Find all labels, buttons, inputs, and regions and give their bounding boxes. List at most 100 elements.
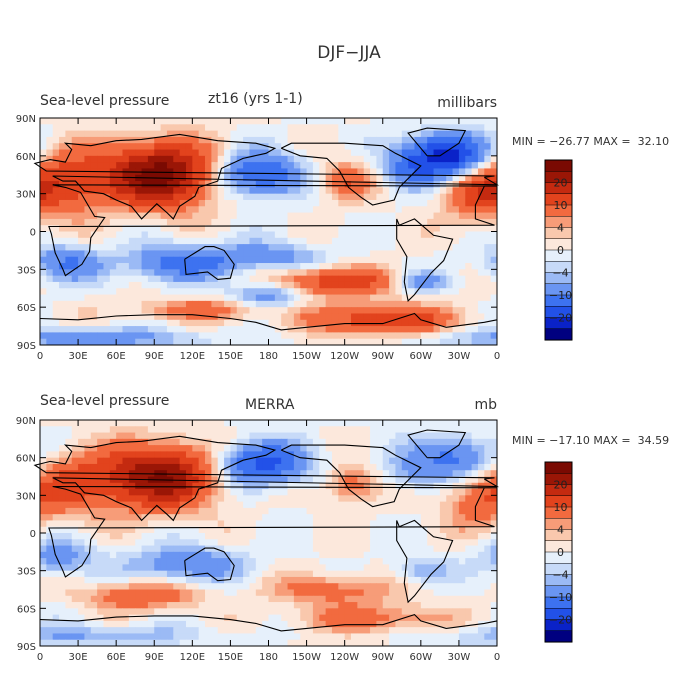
contour-cell [312,124,320,132]
contour-cell [236,187,244,195]
contour-cell [205,294,212,302]
contour-cell [160,199,168,207]
contour-cell [420,155,428,163]
contour-cell [97,193,104,201]
contour-cell [243,250,250,258]
contour-cell [338,319,346,327]
contour-cell [389,319,396,327]
contour-cell [173,294,181,302]
contour-cell [217,231,225,239]
contour-cell [141,231,149,239]
contour-cell [179,326,187,333]
contour-cell [490,263,498,270]
contour-cell [477,193,485,201]
contour-cell [293,256,301,264]
contour-cell [293,288,301,295]
contour-cell [65,199,73,207]
contour-cell [281,231,288,239]
contour-cell [446,551,453,559]
contour-cell [306,420,314,427]
contour-cell [433,193,441,201]
contour-cell [211,576,219,584]
contour-cell [484,218,492,226]
contour-cell [135,489,142,496]
contour-cell [141,576,149,584]
contour-cell [414,589,422,597]
contour-cell [46,256,54,264]
contour-cell [471,275,479,283]
contour-cell [71,583,79,590]
contour-cell [433,136,441,144]
contour-cell [465,244,473,251]
contour-cell [338,470,346,477]
contour-cell [427,539,434,546]
contour-cell [40,526,47,534]
contour-cell [395,558,403,565]
contour-cell [490,288,498,295]
contour-cell [452,162,460,169]
lon-tick-label: 60E [107,351,126,362]
contour-cell [484,332,492,340]
contour-cell [166,564,174,572]
contour-cell [243,231,250,239]
contour-cell [217,294,225,302]
contour-cell [382,482,390,490]
contour-cell [166,332,174,340]
contour-cell [338,300,346,308]
contour-cell [192,438,200,446]
contour-cell [338,482,346,490]
contour-cell [319,332,327,340]
contour-cell [306,526,314,534]
contour-cell [274,608,282,616]
contour-cell [325,476,333,484]
contour-cell [465,526,473,534]
contour-cell [52,526,60,534]
contour-cell [325,501,333,509]
contour-cell [319,507,327,515]
contour-cell [458,162,466,169]
contour-cell [458,275,466,283]
contour-cell [401,602,409,609]
contour-cell [59,495,66,503]
contour-cell [427,533,434,540]
contour-cell [312,269,320,277]
contour-cell [198,476,206,484]
contour-cell [408,187,415,195]
contour-cell [382,451,390,459]
contour-cell [71,608,79,616]
contour-cell [205,250,212,258]
contour-cell [490,244,498,251]
contour-cell [312,545,320,553]
contour-cell [395,136,403,144]
contour-cell [357,288,365,295]
contour-cell [376,451,384,459]
contour-cell [331,426,339,433]
contour-cell [312,445,320,452]
contour-cell [243,589,250,597]
contour-cell [255,551,263,559]
contour-cell [293,526,301,534]
contour-cell [319,501,327,509]
contour-cell [179,558,187,565]
contour-cell [293,155,301,163]
contour-cell [389,174,396,182]
contour-cell [401,589,409,597]
contour-cell [306,130,314,138]
contour-cell [205,136,212,144]
contour-cell [211,193,219,201]
contour-cell [166,445,174,452]
contour-cell [236,244,244,251]
contour-cell [192,457,200,465]
contour-cell [300,338,307,346]
contour-cell [141,432,149,440]
contour-cell [281,149,288,157]
contour-cell [179,294,187,302]
contour-cell [103,520,111,528]
contour-cell [484,124,492,132]
contour-cell [262,470,269,477]
contour-cell [363,263,371,270]
contour-cell [236,489,244,496]
contour-cell [319,576,327,584]
contour-cell [300,432,307,440]
contour-cell [471,218,479,226]
